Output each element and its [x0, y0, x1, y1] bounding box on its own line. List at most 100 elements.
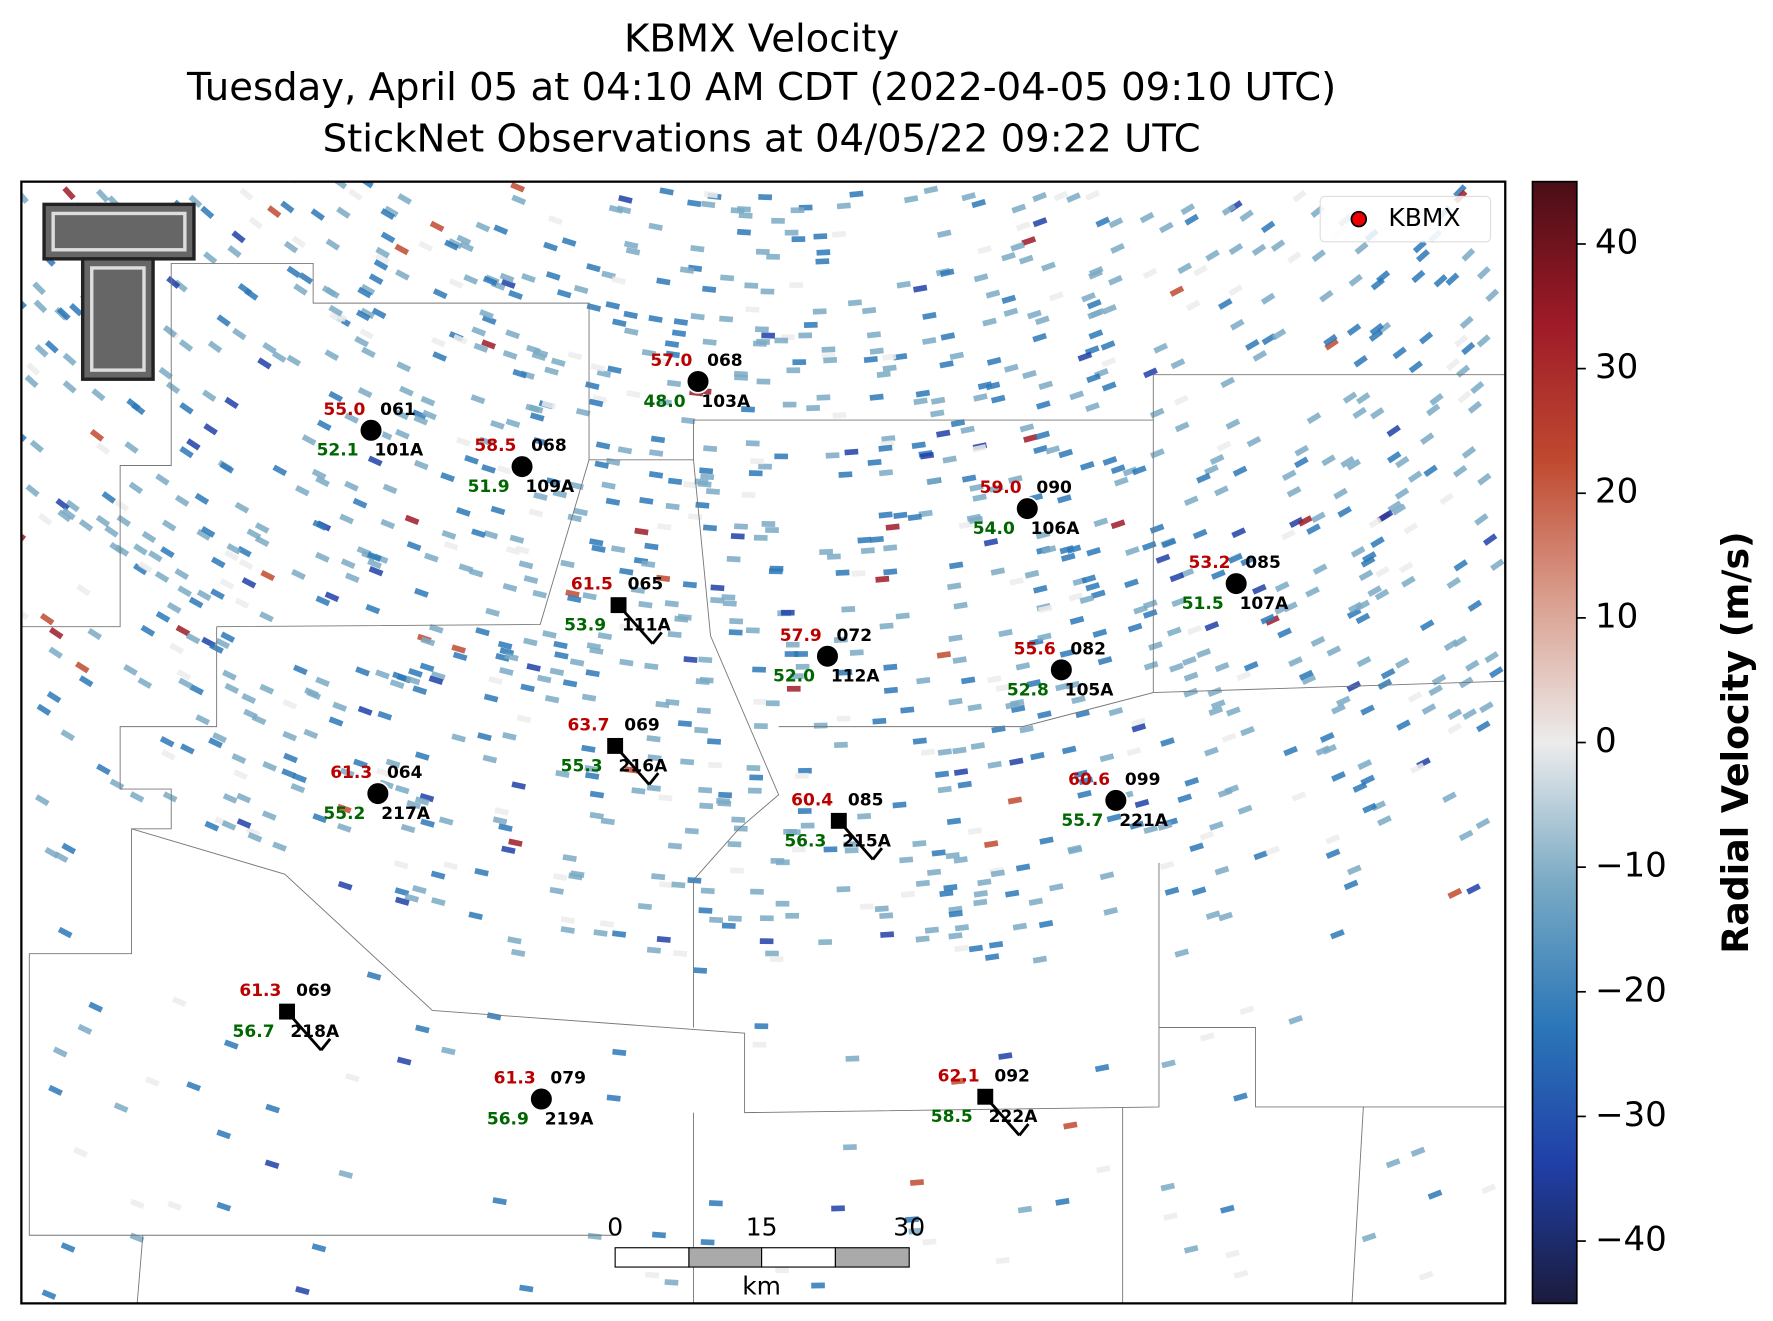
radar-gate: [1459, 315, 1474, 329]
radar-gate: [408, 668, 423, 678]
radar-gate: [849, 190, 864, 198]
radar-gate: [422, 409, 437, 421]
radar-gate: [471, 326, 487, 337]
radar-gate: [504, 652, 519, 662]
radar-gate: [494, 807, 509, 816]
radar-gate: [509, 534, 525, 544]
radar-gate: [395, 269, 410, 281]
radar-gate: [937, 785, 952, 794]
county-lines: [21, 262, 1506, 1304]
radar-gate: [560, 559, 575, 569]
radar-gate: [912, 840, 927, 848]
radar-gate: [1057, 494, 1072, 504]
radar-gate: [526, 663, 541, 672]
radar-gate: [1086, 298, 1102, 310]
radar-gate: [62, 186, 76, 201]
radar-gate: [1446, 576, 1462, 589]
radar-gate: [60, 729, 76, 742]
radar-gate: [1386, 424, 1401, 438]
station: 59.0 090 54.0 106A: [973, 478, 1080, 539]
radar-gate: [1292, 189, 1307, 203]
radar-gate: [760, 915, 774, 922]
radar-gate: [731, 816, 746, 823]
radar-gate: [1045, 445, 1061, 455]
radar-gate: [1106, 813, 1122, 823]
radar-gate: [1337, 505, 1352, 518]
radar-gate: [48, 1084, 63, 1096]
radar-gate: [415, 1024, 430, 1034]
radar-gate: [619, 567, 634, 576]
radar-gate: [745, 627, 760, 634]
radar-gate: [719, 315, 734, 323]
radar-gate: [617, 446, 633, 455]
radar-gate: [1131, 717, 1146, 727]
radar-gate: [180, 743, 195, 755]
radar-gate: [357, 705, 373, 716]
wind-direction: 064: [387, 763, 423, 783]
title: KBMX Velocity: [624, 16, 899, 61]
radar-gate: [1077, 351, 1093, 362]
radar-gate: [523, 575, 539, 584]
station-id: 218A: [290, 1022, 340, 1042]
wind-direction: 085: [1245, 553, 1281, 573]
radar-gate: [765, 527, 779, 533]
radar-gate: [477, 732, 492, 742]
radar-gate: [1143, 367, 1158, 379]
radar-gate: [1288, 1014, 1304, 1025]
radar-gate: [155, 473, 170, 486]
radar-gate: [702, 524, 717, 532]
radar-gate: [304, 687, 319, 698]
radar-gate: [303, 728, 319, 740]
radar-gate: [560, 926, 575, 934]
radar-gate: [710, 596, 725, 604]
colorbar-tick-label: 20: [1595, 472, 1638, 512]
radar-gate: [1489, 666, 1504, 679]
radar-gate: [702, 338, 717, 346]
radar-gate: [485, 607, 500, 617]
radar-gate: [492, 1197, 507, 1206]
radar-gate: [1367, 585, 1382, 597]
radar-gate: [1447, 708, 1463, 721]
radar-gate: [1081, 574, 1097, 584]
radar-gate: [1153, 342, 1169, 354]
radar-gate: [567, 594, 582, 604]
radar-gate: [338, 1169, 354, 1179]
dewpoint: 52.0: [773, 667, 815, 687]
radar-gate: [937, 748, 952, 756]
radar-gate: [394, 784, 410, 795]
temperature: 53.2: [1189, 553, 1231, 573]
radar-gate: [1081, 292, 1096, 303]
radar-gate: [1009, 757, 1024, 766]
radar-gate: [174, 494, 190, 507]
radar-gate: [1039, 836, 1054, 845]
radar-gate: [166, 601, 182, 614]
county-line: [21, 262, 1506, 628]
station: 61.3 069 56.7 218A: [233, 981, 340, 1052]
radar-gate: [903, 195, 919, 204]
radar-gate: [876, 370, 891, 378]
radar-gate: [637, 902, 652, 911]
radar-gate: [207, 340, 223, 354]
radar-gate: [78, 519, 94, 532]
radar-gate: [948, 910, 963, 918]
radar-gate: [972, 444, 987, 453]
radar-gate: [831, 1205, 845, 1212]
station: 61.3 079 56.9 219A: [487, 1069, 594, 1130]
scale-tick-label: 0: [607, 1212, 623, 1241]
radar-gate: [1169, 572, 1185, 583]
radar-gate: [1221, 203, 1237, 216]
radar-gate: [847, 299, 862, 307]
radar-gate: [1001, 294, 1017, 304]
radar-gate: [1410, 762, 1425, 774]
radar-gate: [336, 206, 351, 219]
radar-gate: [1034, 315, 1050, 326]
radar-gate: [755, 326, 769, 333]
radar-gate: [336, 803, 352, 814]
radar-gate: [1331, 703, 1346, 715]
radar-gate: [761, 332, 776, 339]
radar-gate: [353, 758, 368, 769]
radar-gate: [1378, 509, 1394, 522]
radar-gate: [396, 1056, 412, 1066]
radar-gate: [1110, 464, 1126, 475]
radar-gate: [851, 570, 866, 577]
